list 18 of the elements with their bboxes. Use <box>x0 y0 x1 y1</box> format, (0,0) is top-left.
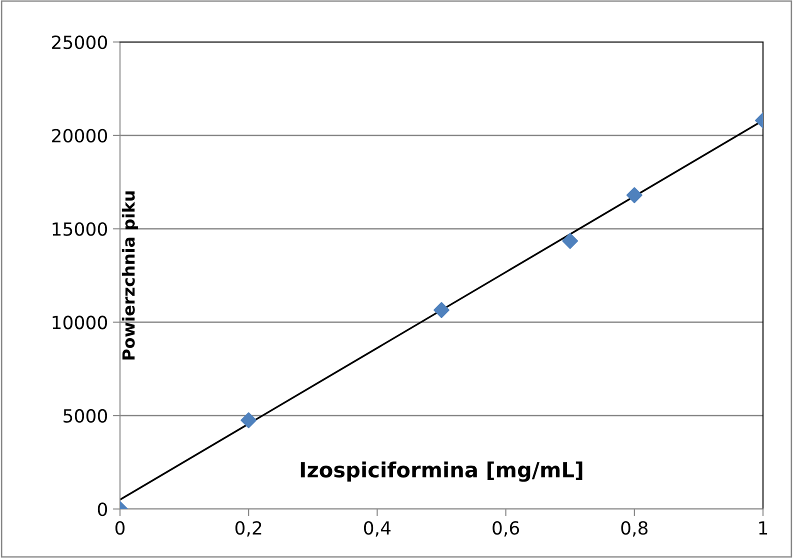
x-tick-label: 0 <box>115 521 125 535</box>
y-tick-label: 15000 <box>52 222 107 236</box>
point <box>626 187 642 204</box>
x-tick-label: 0,4 <box>364 521 391 537</box>
y-tick-label: 20000 <box>52 128 107 143</box>
point <box>240 412 257 428</box>
y-tick-label: 25000 <box>52 35 107 50</box>
y-tick-label: 0 <box>98 502 107 516</box>
point <box>434 302 450 318</box>
x-tick-label: 0,6 <box>492 521 520 537</box>
x-tick-label: 0,8 <box>621 521 648 537</box>
y-axis-title: Powierzchnia piku <box>122 191 138 360</box>
x-axis-title: Izospiciformina [mg/mL] <box>300 461 582 482</box>
y-tick-label: 5000 <box>64 409 107 423</box>
point <box>562 232 578 249</box>
y-tick-label: 10000 <box>52 316 107 330</box>
x-tick-label: 1 <box>759 521 768 535</box>
x-tick-label: 0,2 <box>235 521 262 537</box>
